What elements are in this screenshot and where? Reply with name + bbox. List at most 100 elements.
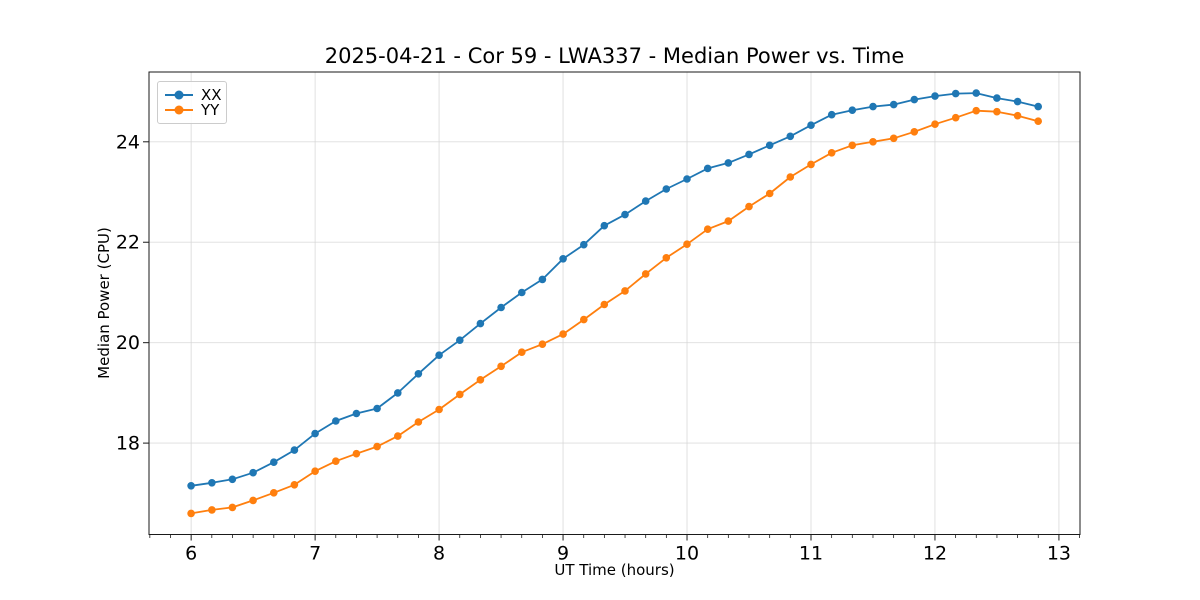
legend-label-yy: YY bbox=[201, 100, 220, 119]
series-XX-marker bbox=[662, 185, 671, 193]
chart-title: 2025-04-21 - Cor 59 - LWA337 - Median Po… bbox=[324, 44, 905, 68]
x-tick-label: 12 bbox=[923, 543, 947, 565]
series-YY-marker bbox=[580, 315, 588, 324]
series-YY-marker bbox=[394, 432, 402, 440]
series-YY-marker bbox=[538, 340, 547, 349]
y-tick-label: 20 bbox=[116, 332, 140, 354]
series-XX-marker bbox=[394, 389, 402, 397]
series-YY-marker bbox=[311, 467, 319, 476]
series-YY-marker bbox=[414, 418, 423, 426]
series-XX-marker bbox=[951, 89, 960, 98]
series-YY-marker bbox=[889, 134, 898, 143]
series-XX-marker bbox=[703, 164, 712, 173]
y-axis-label: Median Power (CPU) bbox=[95, 227, 113, 379]
y-tick-label: 24 bbox=[116, 131, 140, 153]
series-YY-marker bbox=[559, 330, 567, 338]
series-XX-line bbox=[190, 92, 1040, 487]
series-XX-marker bbox=[249, 468, 257, 477]
series-YY-marker bbox=[600, 300, 609, 309]
x-tick-label: 13 bbox=[1047, 543, 1071, 565]
series-YY-marker bbox=[1034, 117, 1042, 125]
series-YY-marker bbox=[972, 106, 980, 115]
series-XX-marker bbox=[683, 175, 691, 183]
series-YY-marker bbox=[993, 107, 1001, 116]
series-XX-marker bbox=[848, 106, 857, 114]
x-axis-label: UT Time (hours) bbox=[554, 561, 675, 579]
series-XX-marker bbox=[311, 429, 319, 438]
legend-line-sample-yy bbox=[165, 105, 193, 115]
series-YY-marker bbox=[208, 506, 216, 514]
series-XX-marker bbox=[745, 150, 753, 159]
series-XX-marker bbox=[580, 240, 588, 249]
series-YY-marker bbox=[807, 160, 815, 169]
series-XX-marker bbox=[270, 458, 278, 467]
x-tick-label: 11 bbox=[799, 543, 823, 565]
grid-layer bbox=[149, 72, 1080, 535]
series-YY-marker bbox=[373, 442, 381, 451]
series-XX-marker bbox=[187, 482, 195, 490]
series-YY-marker bbox=[662, 253, 671, 262]
series-XX-marker bbox=[993, 94, 1001, 102]
series-XX-marker bbox=[1013, 97, 1022, 106]
series-YY-marker bbox=[910, 128, 919, 136]
series-YY-marker bbox=[290, 481, 299, 489]
series-XX-marker bbox=[435, 351, 443, 360]
series-XX-marker bbox=[476, 319, 485, 328]
series-XX-marker bbox=[332, 417, 340, 425]
series-YY-marker bbox=[332, 457, 340, 466]
series-YY-marker bbox=[270, 489, 278, 497]
legend-item-xx: XX bbox=[165, 87, 222, 102]
series-XX-marker bbox=[972, 89, 980, 97]
series-YY-marker bbox=[786, 173, 795, 181]
series-XX-marker bbox=[786, 132, 795, 141]
series-XX-marker bbox=[600, 221, 609, 230]
series-XX-marker bbox=[290, 446, 299, 454]
series-YY-marker bbox=[951, 113, 960, 122]
series-XX-marker bbox=[641, 197, 650, 205]
series-YY-marker bbox=[435, 405, 443, 414]
x-tick-label: 6 bbox=[185, 543, 197, 565]
series-XX-marker bbox=[497, 303, 505, 312]
series-YY-marker bbox=[683, 240, 691, 248]
series-XX bbox=[187, 89, 1042, 490]
series-XX-marker bbox=[1034, 102, 1042, 111]
series-YY-marker bbox=[724, 217, 733, 225]
series-XX-marker bbox=[931, 92, 939, 100]
series-YY-marker bbox=[703, 225, 712, 233]
series-XX-marker bbox=[765, 141, 774, 150]
series-YY-marker bbox=[476, 376, 485, 384]
plot-border bbox=[148, 71, 1081, 535]
series-XX-marker bbox=[456, 336, 464, 345]
series-YY-marker bbox=[249, 496, 257, 505]
x-tick-label: 8 bbox=[433, 543, 445, 565]
legend-item-yy: YY bbox=[165, 100, 220, 119]
ticks-layer: 6 7 8 9 10 11 12 13 18 20 22 24 bbox=[116, 131, 1080, 565]
legend-marker-dot-xx bbox=[174, 90, 184, 100]
series-YY-line bbox=[190, 109, 1040, 515]
series-YY-marker bbox=[641, 270, 650, 278]
series-XX-marker bbox=[869, 102, 877, 111]
series-XX-marker bbox=[827, 110, 836, 119]
series-YY-marker bbox=[1013, 111, 1022, 120]
series-YY-marker bbox=[869, 138, 877, 146]
legend-marker-dot-yy bbox=[174, 105, 184, 115]
x-tick-label: 7 bbox=[309, 543, 321, 565]
series-XX-marker bbox=[352, 409, 361, 418]
series-XX-marker bbox=[373, 404, 381, 413]
series-XX-marker bbox=[910, 95, 919, 104]
series-YY-marker bbox=[931, 120, 939, 128]
x-tick-label: 9 bbox=[557, 543, 569, 565]
series-YY-marker bbox=[827, 149, 836, 157]
series-XX-marker bbox=[538, 275, 547, 284]
series-XX-marker bbox=[621, 210, 629, 219]
series-YY bbox=[187, 106, 1042, 518]
series-YY-marker bbox=[745, 202, 753, 211]
x-tick-label: 10 bbox=[675, 543, 699, 565]
legend: XX YY bbox=[157, 81, 227, 124]
series-XX-marker bbox=[414, 370, 423, 378]
series-XX-marker bbox=[559, 254, 567, 263]
series-XX-marker bbox=[889, 100, 898, 109]
series-YY-marker bbox=[518, 348, 526, 357]
